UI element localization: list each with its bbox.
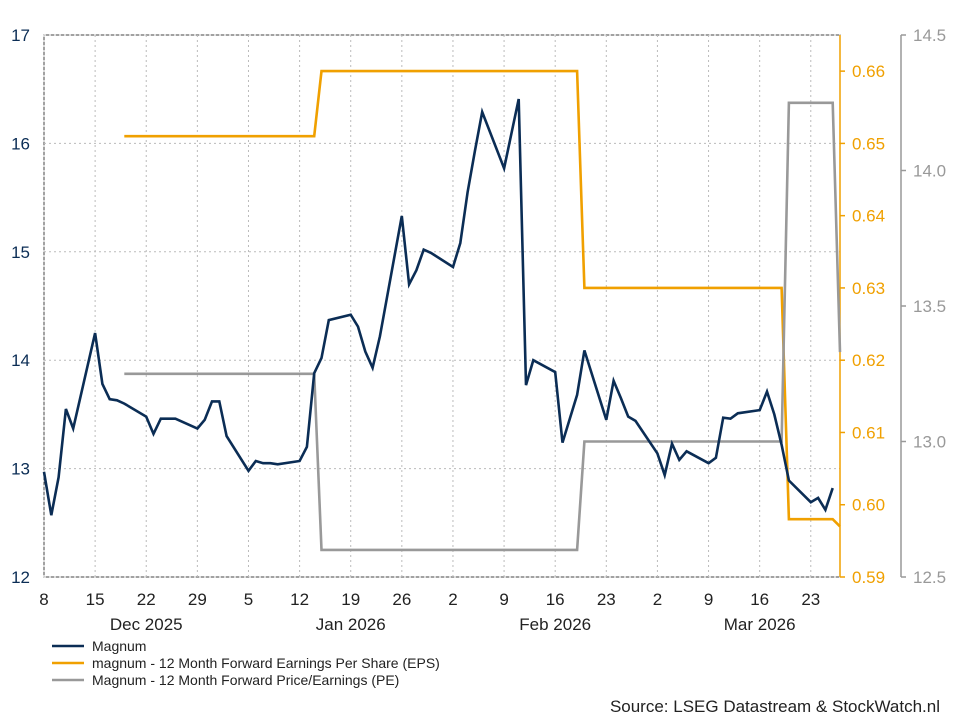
x-tick-label: 8 xyxy=(39,590,48,609)
x-tick-label: 29 xyxy=(188,590,207,609)
left-tick-label: 16 xyxy=(11,134,30,153)
legend-label: magnum - 12 Month Forward Earnings Per S… xyxy=(92,655,440,671)
right-axis-eps-tick-label: 0.60 xyxy=(852,496,885,515)
x-tick-label: 9 xyxy=(704,590,713,609)
x-tick-label: 26 xyxy=(392,590,411,609)
right-axis-pe-tick-label: 13.0 xyxy=(913,433,946,452)
right-axis-eps-tick-label: 0.64 xyxy=(852,207,885,226)
x-month-label: Mar 2026 xyxy=(724,615,796,634)
series-line-magnum-price xyxy=(42,98,834,516)
series-line-pe xyxy=(124,101,842,552)
right-axis-eps-tick-label: 0.61 xyxy=(852,423,885,442)
x-tick-label: 2 xyxy=(448,590,457,609)
x-month-label: Jan 2026 xyxy=(316,615,386,634)
x-tick-label: 9 xyxy=(499,590,508,609)
left-tick-label: 12 xyxy=(11,568,30,587)
right-axis-pe-tick-label: 14.0 xyxy=(913,162,946,181)
right-axis-pe-tick-label: 12.5 xyxy=(913,568,946,587)
left-axis: 12 13 14 15 16 17 xyxy=(11,26,30,587)
x-tick-label: 5 xyxy=(244,590,253,609)
x-tick-label: 16 xyxy=(750,590,769,609)
right-axis-pe: 12.5 13.0 13.5 14.0 14.5 xyxy=(900,26,946,587)
x-tick-label: 15 xyxy=(86,590,105,609)
right-axis-pe-tick-label: 13.5 xyxy=(913,297,946,316)
right-axis-eps: 0.59 0.60 0.61 0.62 0.63 0.64 0.65 0.66 xyxy=(839,35,885,587)
x-tick-label: 19 xyxy=(341,590,360,609)
legend-label: Magnum - 12 Month Forward Price/Earnings… xyxy=(92,672,399,688)
right-axis-eps-tick-label: 0.65 xyxy=(852,134,885,153)
left-tick-label: 15 xyxy=(11,243,30,262)
legend-label: Magnum xyxy=(92,638,146,654)
series-line-eps xyxy=(124,69,841,528)
right-axis-pe-tick-label: 14.5 xyxy=(913,26,946,45)
series-group xyxy=(42,69,842,552)
left-tick-label: 13 xyxy=(11,460,30,479)
plot-area xyxy=(43,34,841,578)
left-tick-label: 17 xyxy=(11,26,30,45)
x-month-label: Dec 2025 xyxy=(110,615,183,634)
grid-lines xyxy=(43,34,840,578)
right-axis-eps-tick-label: 0.66 xyxy=(852,62,885,81)
x-tick-label: 23 xyxy=(801,590,820,609)
x-tick-label: 23 xyxy=(597,590,616,609)
right-axis-eps-tick-label: 0.59 xyxy=(852,568,885,587)
x-tick-label: 16 xyxy=(546,590,565,609)
right-axis-eps-tick-label: 0.63 xyxy=(852,279,885,298)
right-axis-eps-tick-label: 0.62 xyxy=(852,351,885,370)
x-tick-label: 2 xyxy=(653,590,662,609)
x-tick-label: 12 xyxy=(290,590,309,609)
source-note: Source: LSEG Datastream & StockWatch.nl xyxy=(610,697,940,716)
left-tick-label: 14 xyxy=(11,351,30,370)
x-month-label: Feb 2026 xyxy=(519,615,591,634)
x-tick-label: 22 xyxy=(137,590,156,609)
